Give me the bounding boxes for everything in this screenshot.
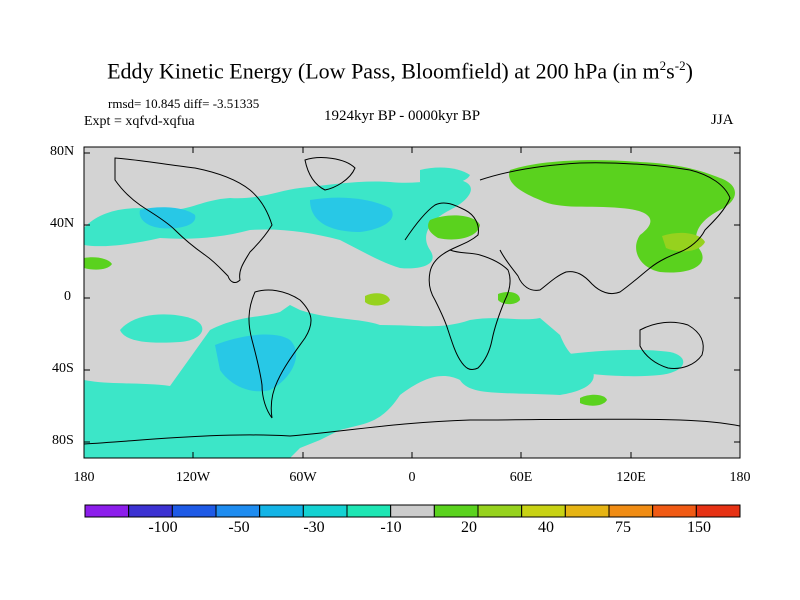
blue-region-north-atlantic [310, 197, 393, 232]
green-region-pacific-west [84, 257, 112, 270]
colorbar-swatch [84, 504, 130, 518]
colorbar-swatch [695, 504, 741, 518]
colorbar-swatch [433, 504, 479, 518]
experiment-label: Expt = xqfvd-xqfua [84, 114, 195, 129]
lon-label-60w: 60W [289, 470, 317, 485]
blue-region-south [215, 334, 297, 392]
lon-label-180e: 180 [729, 470, 751, 485]
colorbar-swatch [652, 504, 697, 518]
period-label: 1924kyr BP - 0000kyr BP [324, 108, 481, 124]
colorbar-swatch [302, 504, 348, 518]
lon-label-60e: 60E [509, 470, 533, 485]
coastlines [84, 157, 740, 445]
colorbar-label: -100 [148, 519, 178, 536]
lon-label-120e: 120E [616, 470, 646, 485]
colorbar-swatch [259, 504, 304, 518]
lat-label-80s: 80S [52, 433, 74, 448]
coast-africa-europe [404, 202, 511, 371]
colorbar-swatch [477, 504, 523, 518]
yellowgreen-region-atlantic [365, 293, 390, 306]
coast-asia [479, 162, 731, 295]
axis-ticks [83, 147, 741, 458]
yellowgreen-region-japan [662, 232, 705, 252]
cyan-region-north [84, 179, 471, 269]
colorbar-swatch [346, 504, 392, 518]
map-title: Eddy Kinetic Energy (Low Pass, Bloomfiel… [0, 58, 800, 84]
title-close: ) [685, 58, 693, 84]
lon-label-0: 0 [408, 470, 416, 485]
cyan-region-south-indian [560, 349, 684, 377]
title-exponent-1: 2 [659, 58, 667, 73]
lon-label-120w: 120W [175, 470, 211, 485]
colorbar-swatch [521, 504, 566, 518]
green-region-south-indian [580, 394, 607, 406]
colorbar-swatch [171, 504, 217, 518]
lat-label-eq: 0 [64, 289, 71, 304]
blue-region-north-pacific [139, 207, 196, 229]
colorbar-swatch [564, 504, 610, 518]
colorbar-label: 75 [615, 519, 631, 536]
anomaly-shading [84, 160, 735, 458]
colorbar-label: -10 [380, 519, 402, 536]
coast-north-america [114, 157, 273, 284]
lat-label-40s: 40S [52, 361, 74, 376]
lat-label-40n: 40N [50, 216, 75, 231]
colorbar-label: 150 [687, 519, 711, 536]
coast-antarctica [84, 418, 740, 445]
colorbar-label: 20 [461, 519, 477, 536]
colorbar [84, 504, 741, 518]
season-label: JJA [711, 112, 734, 128]
colorbar-swatch [390, 504, 435, 518]
cyan-region-south-pacific [120, 314, 203, 343]
lon-label-180w: 180 [73, 470, 95, 485]
title-text: Eddy Kinetic Energy (Low Pass, Bloomfiel… [107, 58, 660, 84]
title-unit-s: s [666, 58, 675, 84]
colorbar-swatch [215, 504, 261, 518]
coast-greenland [304, 157, 356, 191]
green-region-mediterranean [428, 215, 480, 240]
cyan-region-south [84, 305, 594, 458]
cyan-region-arctic [420, 167, 470, 185]
colorbar-label: -50 [228, 519, 250, 536]
lat-label-80n: 80N [50, 144, 75, 159]
colorbar-label: 40 [538, 519, 554, 536]
title-exponent-2: -2 [674, 58, 686, 73]
colorbar-swatch [128, 504, 173, 518]
colorbar-swatch [608, 504, 654, 518]
stats-text: rmsd= 10.845 diff= -3.51335 [108, 96, 260, 111]
coast-south-america [248, 289, 312, 419]
colorbar-label: -30 [303, 519, 325, 536]
coast-australia [639, 321, 704, 369]
green-region-africa-east [498, 292, 520, 305]
